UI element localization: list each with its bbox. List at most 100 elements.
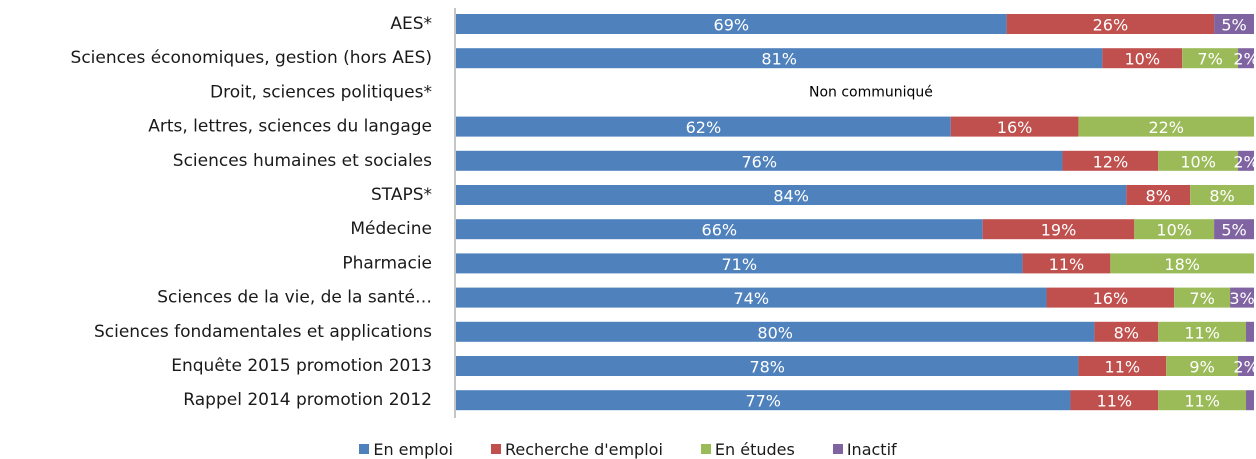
data-label: 12% — [1093, 152, 1129, 171]
data-label: 11% — [1184, 392, 1220, 411]
missing-data-label: Non communiqué — [809, 84, 933, 100]
bar-segment — [1062, 150, 1159, 171]
legend-label: En emploi — [373, 439, 453, 459]
bar-segment — [1102, 48, 1183, 69]
data-label: 10% — [1180, 152, 1216, 171]
data-label: 10% — [1156, 221, 1192, 240]
bar-segment — [1246, 390, 1254, 411]
bar-segment — [456, 321, 1095, 342]
data-label: 11% — [1105, 358, 1141, 377]
bar-segment — [1238, 48, 1254, 69]
bar-segment — [1166, 356, 1239, 376]
bar-segment — [1214, 14, 1254, 34]
bar-segment — [456, 287, 1047, 308]
data-label: 80% — [757, 323, 793, 342]
bar-segment — [1134, 219, 1215, 240]
data-label: 2% — [1233, 50, 1256, 69]
data-label: 16% — [997, 118, 1033, 137]
data-label: 8% — [1114, 323, 1139, 342]
bar-segment — [1006, 14, 1215, 34]
bar-segment — [1230, 287, 1254, 308]
data-label: 7% — [1189, 289, 1214, 308]
bar-segment — [456, 356, 1079, 376]
bar-segment — [1214, 219, 1254, 240]
legend-swatch — [359, 444, 370, 454]
data-label: 5% — [1221, 16, 1246, 35]
bar-segment — [950, 116, 1079, 137]
data-label: 8% — [1209, 187, 1234, 206]
bar-segment — [1182, 48, 1239, 69]
data-label: 74% — [733, 289, 769, 308]
category-label: Arts, lettres, sciences du langage — [148, 117, 432, 137]
category-label: Sciences économiques, gestion (hors AES) — [71, 48, 432, 68]
bar-segment — [1046, 287, 1175, 308]
bar-segment — [1190, 185, 1254, 205]
bar-segment — [1094, 321, 1159, 342]
data-label: 5% — [1221, 221, 1246, 240]
category-label: STAPS* — [371, 185, 432, 205]
bar-segment — [456, 116, 951, 137]
category-label: Sciences humaines et sociales — [173, 151, 432, 171]
bar-segment — [1174, 287, 1231, 308]
legend-label: Recherche d'emploi — [504, 439, 663, 459]
category-label: Sciences fondamentales et applications — [94, 322, 432, 342]
bar-segment — [456, 150, 1063, 171]
bar-segment — [456, 14, 1007, 34]
category-label: Droit, sciences politiques* — [210, 82, 432, 102]
stacked-bar-chart: AES* 69% 26% 5% Sciences économiques, gestio… — [71, 8, 1256, 418]
data-label: 18% — [1164, 255, 1200, 274]
bar-segment — [1110, 253, 1254, 274]
bar-segment — [456, 185, 1127, 205]
bar-segment — [456, 48, 1103, 69]
bar-segment — [456, 253, 1023, 274]
data-label: 2% — [1233, 358, 1256, 377]
data-label: 62% — [686, 118, 722, 137]
bar-segment — [1238, 356, 1254, 376]
category-label: AES* — [390, 14, 432, 34]
bar-segment — [1246, 321, 1254, 342]
bar-segment — [1238, 150, 1254, 171]
category-label: Médecine — [350, 219, 432, 239]
data-label: 10% — [1124, 50, 1160, 69]
legend-item: Inactif — [832, 439, 897, 459]
bar-segment — [1070, 390, 1159, 411]
data-label: 8% — [1146, 187, 1171, 206]
data-label: 3% — [1229, 289, 1254, 308]
bar-segment — [1158, 390, 1247, 411]
legend-item: En études — [700, 439, 795, 459]
data-label: 11% — [1049, 255, 1085, 274]
bar-segment — [456, 219, 983, 240]
data-label: 2% — [1233, 152, 1256, 171]
data-label: 11% — [1097, 392, 1133, 411]
category-label: Sciences de la vie, de la santé… — [157, 288, 432, 308]
bar-segment — [1078, 116, 1254, 137]
legend: En emploi Recherche d'emploi En études Inac… — [0, 439, 1256, 459]
category-label: Enquête 2015 promotion 2013 — [171, 356, 432, 376]
data-label: 9% — [1189, 358, 1214, 377]
bar-segment — [1158, 150, 1239, 171]
data-label: 78% — [749, 358, 785, 377]
category-label: Pharmacie — [342, 253, 432, 273]
data-label: 7% — [1197, 50, 1222, 69]
bar-segment — [456, 390, 1071, 411]
legend-swatch — [490, 444, 501, 454]
legend-label: En études — [714, 439, 795, 459]
data-label: 71% — [722, 255, 758, 274]
data-label: 19% — [1041, 221, 1077, 240]
bar-segment — [1078, 356, 1167, 376]
data-label: 66% — [702, 221, 738, 240]
data-label: 69% — [714, 16, 750, 35]
data-label: 76% — [741, 152, 777, 171]
bar-segment — [1022, 253, 1111, 274]
category-label: Rappel 2014 promotion 2012 — [183, 390, 432, 410]
bar-segment — [982, 219, 1135, 240]
data-label: 84% — [773, 187, 809, 206]
bar-segment — [1126, 185, 1191, 205]
legend-swatch — [832, 444, 843, 454]
legend-item: Recherche d'emploi — [490, 439, 663, 459]
data-label: 77% — [745, 392, 781, 411]
legend-swatch — [700, 444, 711, 454]
legend-item: En emploi — [359, 439, 453, 459]
legend-label: Inactif — [846, 439, 897, 459]
data-label: 81% — [761, 50, 797, 69]
